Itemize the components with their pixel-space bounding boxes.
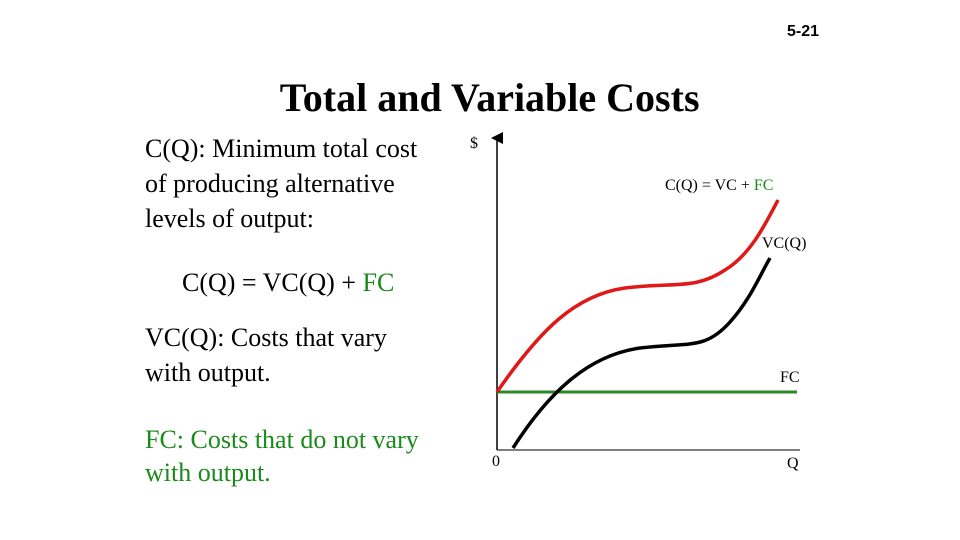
total-cost-curve — [495, 199, 780, 393]
definition-line: with output. — [145, 458, 271, 487]
slide-number: 5-21 — [787, 23, 820, 40]
equation-fc: FC — [362, 268, 395, 297]
total-cost-label: C(Q) = VC + FC — [665, 177, 773, 194]
definition-line: C(Q): Minimum total cost — [145, 134, 418, 163]
total-cost-label-text: C(Q) = VC + — [665, 177, 754, 194]
slide-title: Total and Variable Costs — [279, 75, 700, 120]
definition-line: with output. — [145, 358, 271, 387]
definition-line: levels of output: — [145, 204, 314, 233]
equation: C(Q) = VC(Q) + FC — [182, 270, 394, 296]
variable-cost-curve — [511, 257, 772, 449]
x-axis-label: Q — [787, 455, 799, 472]
definition-line: FC: Costs that do not vary — [145, 425, 419, 454]
y-axis-label: $ — [470, 135, 478, 152]
fixed-cost-label: FC — [780, 369, 800, 386]
definition-line: VC(Q): Costs that vary — [145, 323, 387, 352]
total-cost-label-fc: FC — [754, 177, 774, 194]
definition-line: of producing alternative — [145, 169, 395, 198]
equation-text: C(Q) = VC(Q) + — [182, 268, 363, 297]
variable-cost-label: VC(Q) — [762, 235, 806, 252]
origin-label: 0 — [492, 453, 500, 470]
